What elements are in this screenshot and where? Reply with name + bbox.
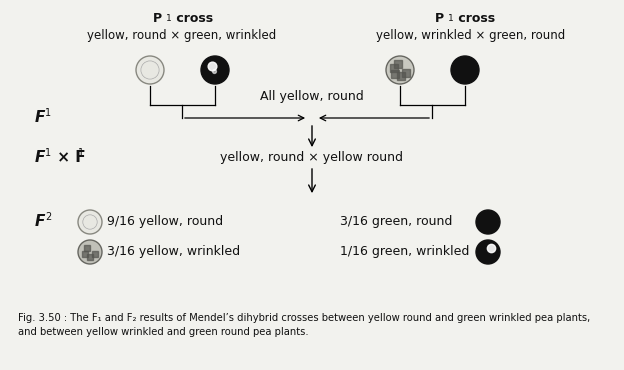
Circle shape [476,240,500,264]
Text: 1: 1 [45,108,51,118]
Text: F: F [35,111,46,125]
Text: All yellow, round: All yellow, round [260,90,364,103]
Circle shape [386,56,414,84]
Circle shape [476,210,500,234]
Circle shape [78,210,102,234]
Circle shape [451,56,479,84]
Text: 2: 2 [45,212,51,222]
Circle shape [136,56,164,84]
Text: 3/16 yellow, wrinkled: 3/16 yellow, wrinkled [107,246,240,259]
Text: Fig. 3.50 : The F₁ and F₂ results of Mendel’s dihybrid crosses between yellow ro: Fig. 3.50 : The F₁ and F₂ results of Men… [18,313,590,323]
Circle shape [201,56,229,84]
Text: 1/16 green, wrinkled: 1/16 green, wrinkled [340,246,469,259]
Text: yellow, wrinkled × green, round: yellow, wrinkled × green, round [376,28,565,41]
Text: and between yellow wrinkled and green round pea plants.: and between yellow wrinkled and green ro… [18,327,309,337]
Text: F: F [35,151,46,165]
Text: cross: cross [172,11,213,24]
Text: 1: 1 [45,148,51,158]
Text: 1: 1 [78,148,84,158]
Text: 1: 1 [448,14,454,23]
Text: cross: cross [454,11,495,24]
Text: 3/16 green, round: 3/16 green, round [340,215,452,229]
Text: yellow, round × yellow round: yellow, round × yellow round [220,151,404,165]
Text: × F: × F [52,151,85,165]
Circle shape [78,240,102,264]
Text: F: F [35,215,46,229]
Text: yellow, round × green, wrinkled: yellow, round × green, wrinkled [87,28,276,41]
Text: P: P [153,11,162,24]
Text: 9/16 yellow, round: 9/16 yellow, round [107,215,223,229]
Text: P: P [435,11,444,24]
Text: 1: 1 [166,14,172,23]
